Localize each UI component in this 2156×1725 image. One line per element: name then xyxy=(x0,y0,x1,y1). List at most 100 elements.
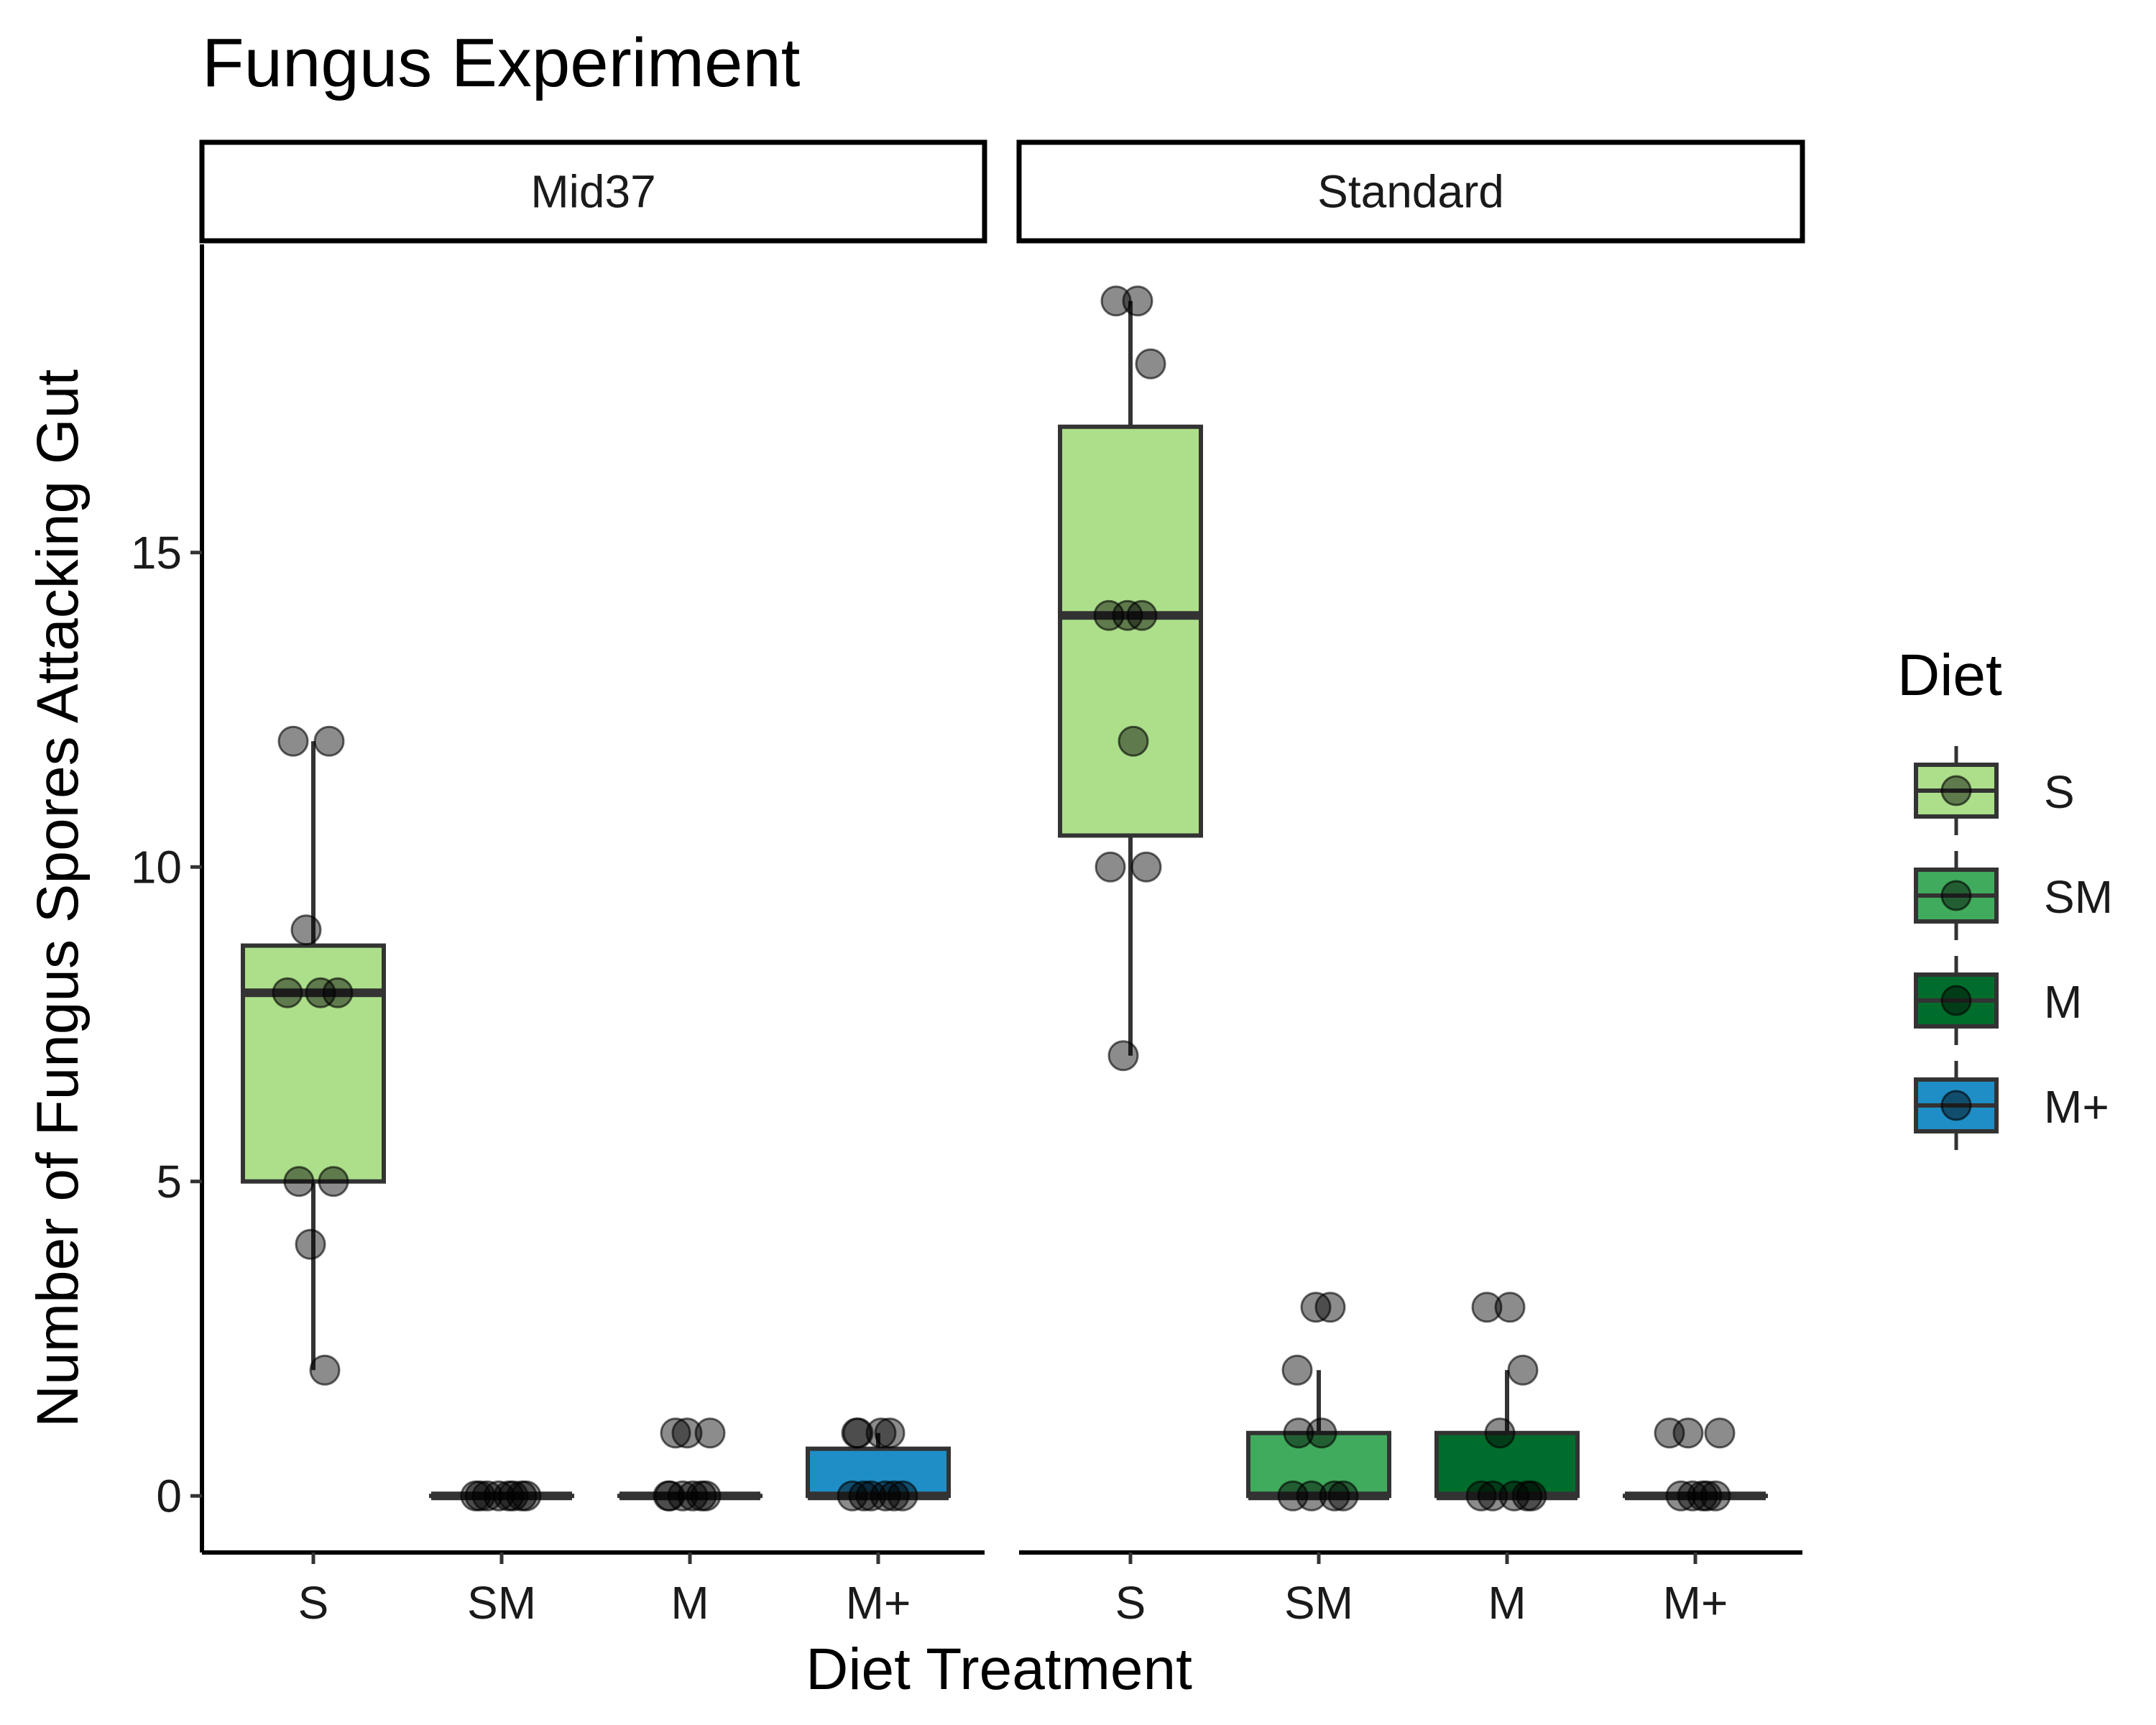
data-point xyxy=(1471,1292,1503,1323)
panel-mid37: Mid37 0 5 10 15 S SM M M+ xyxy=(131,139,987,1629)
box-standard-s xyxy=(1058,285,1203,1072)
panel-strip-label: Mid37 xyxy=(530,166,655,218)
data-point xyxy=(277,725,309,757)
data-point xyxy=(1130,851,1162,883)
data-point xyxy=(865,1417,897,1449)
data-point xyxy=(1100,285,1132,317)
data-point xyxy=(1691,1480,1723,1512)
panel-strip-label: Standard xyxy=(1317,166,1504,218)
data-point xyxy=(1700,1480,1731,1512)
data-point xyxy=(1465,1480,1497,1512)
data-point xyxy=(497,1480,529,1512)
box-iqr xyxy=(1246,1430,1391,1499)
panel-standard: Standard S SM M M+ xyxy=(1016,139,1805,1629)
legend-label: M+ xyxy=(2044,1081,2109,1133)
data-point xyxy=(842,1417,874,1449)
box-standard-mplus xyxy=(1623,1417,1768,1512)
data-point xyxy=(874,1417,906,1449)
box-iqr xyxy=(241,943,386,1184)
chart-title: Fungus Experiment xyxy=(202,24,800,101)
data-point xyxy=(1306,1417,1337,1449)
box-iqr xyxy=(1058,424,1203,838)
legend-item-mplus: M+ xyxy=(1914,1061,2109,1150)
data-point xyxy=(283,1166,315,1197)
legend-item-sm: SM xyxy=(1914,851,2113,940)
legend-item-m: M xyxy=(1914,956,2082,1045)
x-tick-label: SM xyxy=(1284,1577,1353,1629)
data-point xyxy=(837,1480,868,1512)
data-point xyxy=(313,725,345,757)
box-mid37-m xyxy=(617,1417,763,1512)
data-point xyxy=(1319,1480,1350,1512)
data-point xyxy=(295,1228,326,1260)
data-point xyxy=(1477,1480,1508,1512)
data-point xyxy=(1654,1417,1685,1449)
data-point xyxy=(322,977,354,1008)
data-point xyxy=(1118,725,1149,757)
data-point xyxy=(848,1480,880,1512)
data-point xyxy=(1498,1480,1530,1512)
legend-key-point xyxy=(1940,985,1972,1016)
data-point xyxy=(290,914,322,946)
y-axis-title: Number of Fungus Spores Attacking Gut xyxy=(25,369,91,1427)
y-tick-label: 5 xyxy=(156,1156,182,1208)
data-point xyxy=(1494,1292,1526,1323)
data-point xyxy=(1277,1480,1309,1512)
x-tick-label: S xyxy=(1115,1577,1146,1629)
data-point xyxy=(1281,1354,1313,1386)
data-point xyxy=(878,1480,910,1512)
box-mid37-sm xyxy=(429,1480,574,1512)
panel-strip xyxy=(1016,139,1805,244)
data-point xyxy=(1314,1292,1346,1323)
legend-label: M xyxy=(2044,976,2082,1028)
legend-key-point xyxy=(1940,880,1972,911)
x-tick-label: SM xyxy=(467,1577,536,1629)
data-point xyxy=(1122,285,1153,317)
x-tick-label: M xyxy=(1488,1577,1526,1629)
x-axis-title: Diet Treatment xyxy=(806,1637,1192,1702)
x-tick-label: M xyxy=(671,1577,709,1629)
box-standard-m xyxy=(1434,1292,1580,1512)
data-point xyxy=(305,977,336,1008)
data-point xyxy=(677,1480,709,1512)
data-point xyxy=(870,1480,901,1512)
y-tick-label: 0 xyxy=(156,1470,182,1522)
data-point xyxy=(1093,599,1125,631)
data-point xyxy=(1665,1480,1697,1512)
y-tick-label: 15 xyxy=(131,527,182,579)
box-mid37-mplus xyxy=(806,1417,951,1512)
x-tick-label: S xyxy=(298,1577,329,1629)
box-mid37-s xyxy=(241,725,386,1386)
x-tick-label: M+ xyxy=(1663,1577,1728,1629)
data-point xyxy=(690,1480,722,1512)
data-point xyxy=(506,1480,538,1512)
data-point xyxy=(660,1417,691,1449)
data-point xyxy=(694,1417,726,1449)
box-iqr xyxy=(1434,1430,1580,1499)
data-point xyxy=(1126,599,1158,631)
legend: S SM M M+ xyxy=(1914,746,2113,1150)
panels: Mid37 0 5 10 15 S SM M M+ Standard S SM M M+ xyxy=(131,139,1805,1629)
legend-label: SM xyxy=(2044,871,2113,923)
data-point xyxy=(1507,1354,1539,1386)
data-point xyxy=(1095,851,1126,883)
data-point xyxy=(1107,1040,1139,1072)
data-point xyxy=(272,977,303,1008)
data-point xyxy=(667,1480,699,1512)
data-point xyxy=(887,1480,918,1512)
panel-strip xyxy=(199,139,987,244)
data-point xyxy=(309,1354,341,1386)
box-standard-sm xyxy=(1246,1292,1391,1512)
data-point xyxy=(1283,1417,1314,1449)
legend-label: S xyxy=(2044,766,2075,818)
data-point xyxy=(654,1480,686,1512)
data-point xyxy=(318,1166,349,1197)
data-point xyxy=(1511,1480,1543,1512)
data-point xyxy=(464,1480,496,1512)
y-tick-label: 10 xyxy=(131,841,182,893)
data-point xyxy=(1135,348,1166,380)
legend-key-point xyxy=(1940,1090,1972,1121)
data-point xyxy=(1484,1417,1516,1449)
